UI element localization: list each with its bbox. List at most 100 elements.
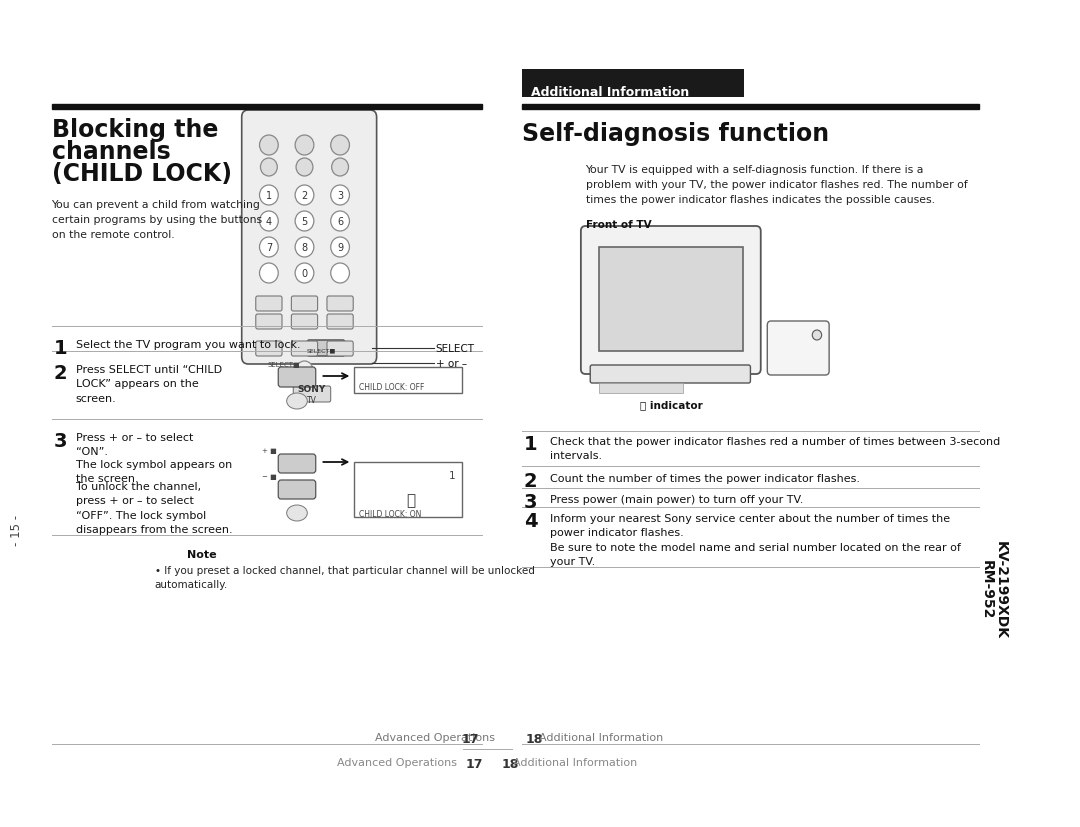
FancyBboxPatch shape: [256, 297, 282, 312]
Text: 3: 3: [337, 191, 343, 201]
Circle shape: [259, 212, 279, 232]
Text: • If you preset a locked channel, that particular channel will be unlocked
autom: • If you preset a locked channel, that p…: [154, 566, 535, 590]
Bar: [354, 462, 462, 518]
Circle shape: [259, 264, 279, 284]
Circle shape: [330, 264, 350, 284]
Text: 0: 0: [301, 269, 308, 279]
Text: 2: 2: [53, 364, 67, 383]
FancyBboxPatch shape: [767, 322, 829, 375]
Bar: [598, 384, 683, 394]
Text: You can prevent a child from watching
certain programs by using the buttons
on t: You can prevent a child from watching ce…: [52, 200, 261, 239]
Text: + or –: + or –: [435, 359, 467, 369]
Text: 18: 18: [526, 732, 543, 745]
FancyBboxPatch shape: [308, 341, 345, 356]
Circle shape: [295, 264, 314, 284]
Text: Advanced Operations: Advanced Operations: [375, 732, 495, 742]
Text: To unlock the channel,
press + or – to select
“OFF”. The lock symbol
disappears : To unlock the channel, press + or – to s…: [76, 481, 232, 534]
Text: The lock symbol appears on
the screen.: The lock symbol appears on the screen.: [76, 460, 232, 484]
Text: 6: 6: [337, 217, 343, 227]
Ellipse shape: [286, 505, 308, 521]
Circle shape: [330, 237, 350, 258]
Bar: [522, 70, 744, 98]
Circle shape: [259, 186, 279, 206]
Circle shape: [812, 331, 822, 341]
Circle shape: [295, 212, 314, 232]
Circle shape: [332, 159, 349, 177]
Bar: [598, 248, 743, 351]
FancyBboxPatch shape: [327, 342, 353, 356]
Circle shape: [330, 186, 350, 206]
Text: KV-2199XDK: KV-2199XDK: [994, 540, 1008, 638]
Text: SELECT■: SELECT■: [268, 361, 300, 367]
Text: 17: 17: [465, 757, 483, 770]
Text: Blocking the: Blocking the: [52, 118, 218, 141]
Circle shape: [330, 136, 350, 155]
Text: - 15 -: - 15 -: [11, 514, 24, 545]
Bar: [52, 105, 483, 110]
Text: 2: 2: [301, 191, 308, 201]
Text: CHILD LOCK: ON: CHILD LOCK: ON: [359, 509, 421, 519]
Text: Advanced Operations: Advanced Operations: [337, 757, 457, 767]
Text: 4: 4: [524, 511, 538, 530]
Text: Check that the power indicator flashes red a number of times between 3-second
in: Check that the power indicator flashes r…: [550, 437, 1000, 461]
FancyBboxPatch shape: [256, 314, 282, 330]
FancyBboxPatch shape: [292, 297, 318, 312]
Circle shape: [259, 136, 279, 155]
Text: 1: 1: [53, 338, 67, 357]
Text: 1: 1: [266, 191, 272, 201]
Text: Count the number of times the power indicator flashes.: Count the number of times the power indi…: [550, 473, 860, 484]
Text: 4: 4: [266, 217, 272, 227]
Text: Note: Note: [187, 549, 216, 559]
Text: 🔒: 🔒: [406, 492, 415, 508]
Text: (CHILD LOCK): (CHILD LOCK): [52, 162, 231, 186]
Text: CHILD LOCK: OFF: CHILD LOCK: OFF: [359, 383, 424, 391]
Text: Self-diagnosis function: Self-diagnosis function: [522, 122, 829, 146]
Text: 3: 3: [524, 492, 537, 511]
Ellipse shape: [286, 394, 308, 409]
Text: Inform your nearest Sony service center about the number of times the
power indi: Inform your nearest Sony service center …: [550, 514, 961, 566]
FancyBboxPatch shape: [327, 297, 353, 312]
FancyBboxPatch shape: [292, 314, 318, 330]
Text: 1: 1: [449, 471, 456, 480]
Text: Press power (main power) to turn off your TV.: Press power (main power) to turn off you…: [550, 495, 804, 504]
Text: RM-952: RM-952: [980, 560, 994, 619]
Text: 17: 17: [461, 732, 478, 745]
Text: 3: 3: [53, 432, 67, 451]
Text: Additional Information: Additional Information: [531, 86, 689, 99]
Circle shape: [260, 159, 278, 177]
Circle shape: [296, 159, 313, 177]
Text: Front of TV: Front of TV: [585, 220, 651, 230]
FancyBboxPatch shape: [294, 386, 330, 403]
Text: 18: 18: [501, 757, 518, 770]
FancyBboxPatch shape: [327, 314, 353, 330]
Text: 5: 5: [301, 217, 308, 227]
FancyBboxPatch shape: [581, 227, 760, 375]
Circle shape: [296, 361, 313, 380]
Circle shape: [259, 237, 279, 258]
Text: Additional Information: Additional Information: [513, 757, 637, 767]
FancyBboxPatch shape: [292, 342, 318, 356]
Text: Additional Information: Additional Information: [539, 732, 663, 742]
Text: 2: 2: [524, 471, 538, 490]
Text: SONY: SONY: [298, 385, 326, 394]
Text: SELECT■: SELECT■: [307, 347, 336, 352]
Text: TV: TV: [307, 395, 316, 404]
Text: Press SELECT until “CHILD
LOCK” appears on the
screen.: Press SELECT until “CHILD LOCK” appears …: [76, 365, 222, 404]
FancyBboxPatch shape: [279, 367, 315, 388]
Text: 1: 1: [524, 434, 538, 453]
Circle shape: [295, 186, 314, 206]
Text: 7: 7: [266, 242, 272, 253]
Bar: [354, 367, 462, 394]
Text: Your TV is equipped with a self-diagnosis function. If there is a
problem with y: Your TV is equipped with a self-diagnosi…: [585, 165, 968, 204]
Circle shape: [295, 136, 314, 155]
FancyBboxPatch shape: [242, 111, 377, 365]
Text: SELECT: SELECT: [435, 343, 474, 354]
Text: channels: channels: [52, 140, 171, 164]
Text: ⏻ indicator: ⏻ indicator: [639, 399, 703, 409]
Circle shape: [330, 212, 350, 232]
FancyBboxPatch shape: [591, 366, 751, 384]
FancyBboxPatch shape: [279, 480, 315, 500]
FancyBboxPatch shape: [279, 455, 315, 473]
Text: 9: 9: [337, 242, 343, 253]
Text: Select the TV program you want to lock.: Select the TV program you want to lock.: [76, 340, 300, 350]
